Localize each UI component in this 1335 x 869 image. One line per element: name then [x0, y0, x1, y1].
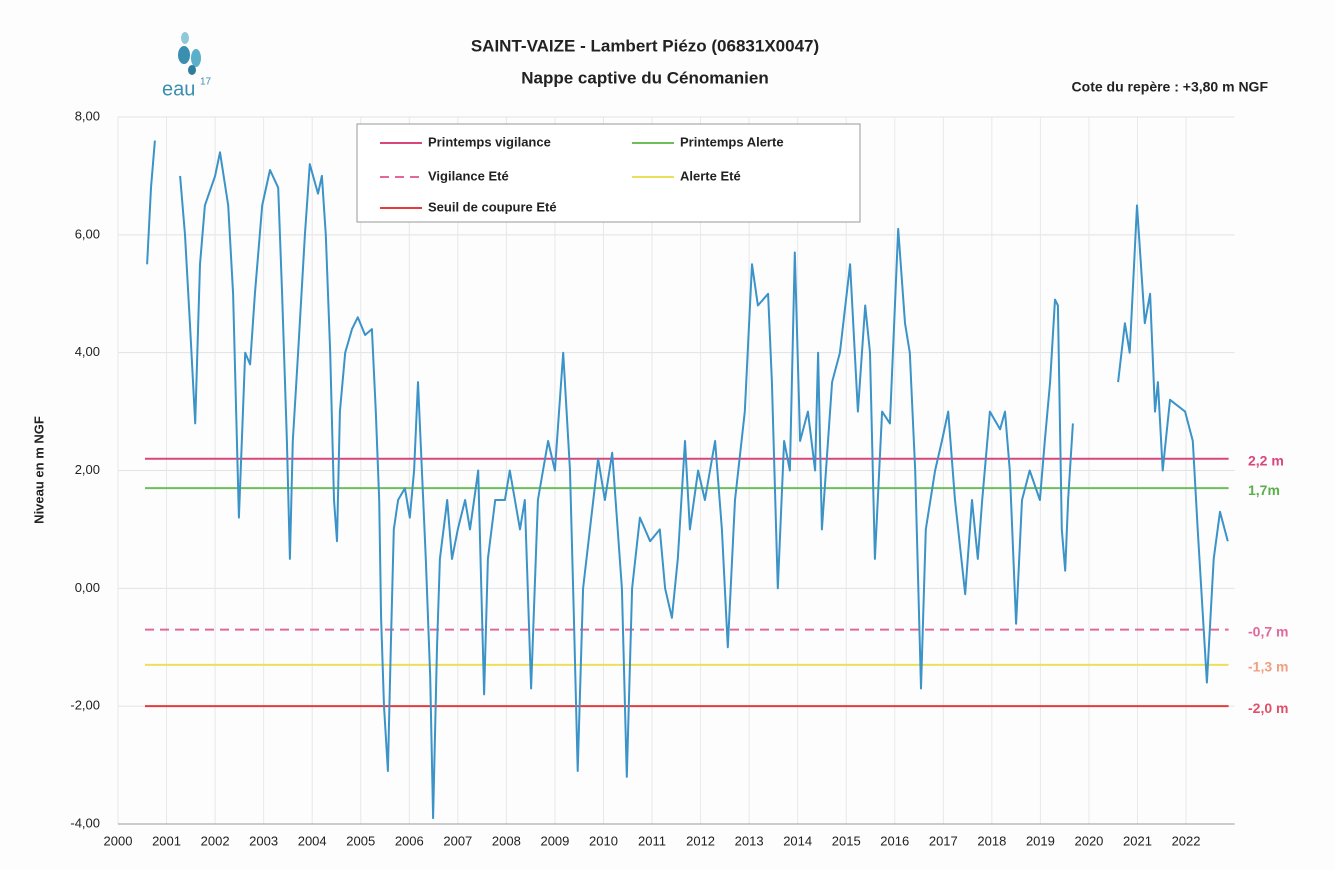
y-tick-label: 8,00 — [75, 108, 100, 123]
x-tick-label: 2016 — [880, 833, 909, 848]
x-tick-label: 2001 — [152, 833, 181, 848]
logo-drop — [188, 65, 196, 75]
x-tick-label: 2006 — [395, 833, 424, 848]
x-tick-label: 2004 — [298, 833, 327, 848]
x-tick-label: 2014 — [783, 833, 812, 848]
legend-label: Printemps Alerte — [680, 134, 784, 149]
threshold-label: -2,0 m — [1248, 700, 1288, 716]
data-line — [146, 140, 1229, 820]
logo-text: eau — [162, 78, 195, 100]
y-tick-label: 4,00 — [75, 344, 100, 359]
y-tick-label: 6,00 — [75, 226, 100, 241]
x-tick-label: 2019 — [1026, 833, 1055, 848]
threshold-label: 2,2 m — [1248, 452, 1284, 468]
legend-label: Vigilance Eté — [428, 168, 509, 183]
legend-label: Seuil de coupure Eté — [428, 199, 557, 214]
logo: eau 17 — [162, 32, 212, 100]
x-tick-label: 2020 — [1074, 833, 1103, 848]
x-tick-label: 2017 — [929, 833, 958, 848]
x-tick-label: 2010 — [589, 833, 618, 848]
y-axis-label: Niveau en m NGF — [31, 416, 46, 524]
x-tick-label: 2005 — [346, 833, 375, 848]
x-tick-label: 2002 — [201, 833, 230, 848]
x-tick-label: 2003 — [249, 833, 278, 848]
logo-drop — [181, 32, 189, 44]
logo-drop — [178, 46, 190, 64]
threshold-label: 1,7m — [1248, 482, 1280, 498]
chart-subtitle: Nappe captive du Cénomanien — [521, 68, 769, 87]
annotation: Cote du repère : +3,80 m NGF — [1072, 79, 1269, 95]
logo-drop — [191, 49, 201, 67]
x-tick-label: 2000 — [104, 833, 133, 848]
x-tick-label: 2015 — [832, 833, 861, 848]
y-tick-label: 0,00 — [75, 580, 100, 595]
x-tick-label: 2007 — [443, 833, 472, 848]
legend-box — [356, 123, 861, 223]
x-tick-label: 2008 — [492, 833, 521, 848]
x-tick-label: 2009 — [540, 833, 569, 848]
y-tick-label: -4,00 — [70, 815, 100, 830]
x-tick-label: 2021 — [1123, 833, 1152, 848]
threshold-label: -0,7 m — [1248, 623, 1288, 639]
x-tick-label: 2011 — [638, 833, 666, 848]
y-tick-label: 2,00 — [75, 462, 100, 477]
chart-title: SAINT-VAIZE - Lambert Piézo (06831X0047) — [471, 36, 819, 55]
legend-label: Alerte Eté — [680, 168, 741, 183]
x-tick-label: 2012 — [686, 833, 715, 848]
threshold-label: -1,3 m — [1248, 659, 1288, 675]
x-tick-label: 2022 — [1172, 833, 1201, 848]
legend-label: Printemps vigilance — [428, 134, 551, 149]
logo-sup: 17 — [200, 77, 212, 88]
y-tick-label: -2,00 — [70, 698, 100, 713]
x-tick-label: 2013 — [735, 833, 764, 848]
x-tick-label: 2018 — [977, 833, 1006, 848]
